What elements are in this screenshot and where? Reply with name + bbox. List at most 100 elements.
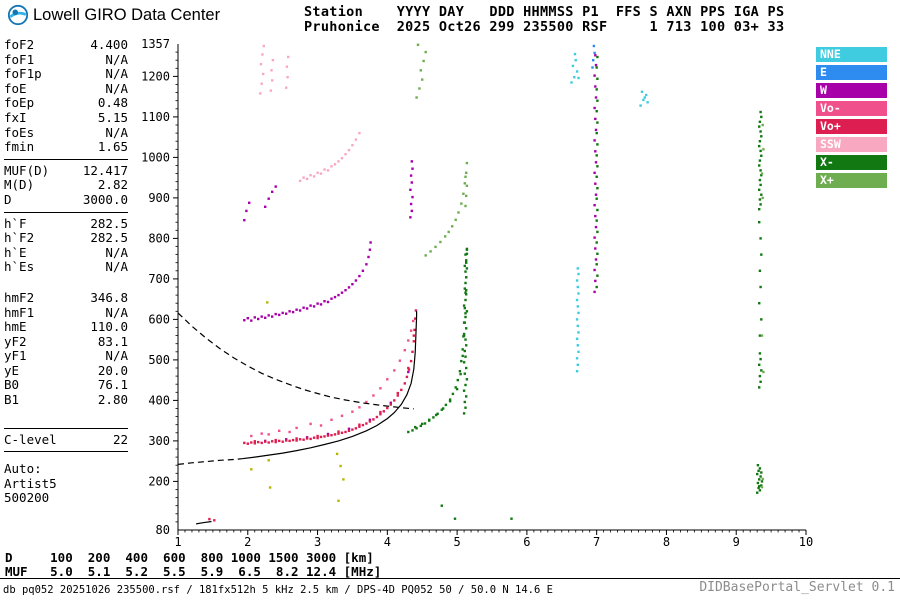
series-e	[591, 44, 596, 69]
dmuf-table: D 100 200 400 600 800 1000 1500 3000 [km…	[5, 551, 381, 578]
param-label: yF1	[4, 348, 27, 364]
param-label: h`F	[4, 215, 27, 231]
x-tick-label: 3	[314, 535, 321, 548]
param-row-md: M(D) 2.82	[4, 178, 128, 193]
y-tick-label: 1000	[141, 150, 170, 164]
ionogram-plot: 1 2 3 4 5 6 7 8 9 10 200 300 400 500 600 700 800 900 1000 1…	[141, 37, 813, 548]
param-row-fof2: foF2 4.400	[4, 37, 128, 53]
param-value: 4.400	[90, 37, 128, 52]
param-row-b1: B1 2.80	[4, 392, 128, 408]
d-row: D 100 200 400 600 800 1000 1500 3000 [km…	[5, 550, 374, 565]
param-label: foF1	[4, 51, 35, 67]
param-row-hf2: h`F2 282.5	[4, 231, 128, 246]
param-label: foEp	[4, 95, 35, 111]
series-x	[415, 43, 765, 489]
param-label: hmF2	[4, 289, 35, 305]
station-header: Station YYYY DAY DDD HHMMSS P1 FFS S AXN…	[304, 5, 784, 34]
param-separator	[4, 451, 128, 453]
param-value: 0.48	[97, 95, 128, 111]
param-row-fof1p: foF1p N/A	[4, 67, 128, 82]
param-separator	[4, 427, 128, 429]
y-tick-label: 500	[148, 353, 170, 367]
param-value: N/A	[105, 51, 128, 67]
legend-item-vo: Vo+	[816, 119, 887, 134]
param-label: D	[4, 191, 12, 207]
y-tick-label: 800	[148, 231, 170, 245]
muf-row: MUF 5.0 5.1 5.2 5.5 5.9 6.5 8.2 12.4 [MH…	[5, 563, 382, 579]
param-label: yF2	[4, 333, 27, 349]
param-label: h`Es	[4, 259, 35, 275]
auto-line: Artist5	[4, 475, 57, 491]
param-label: fxI	[4, 109, 27, 125]
param-label: hmF1	[4, 304, 35, 320]
x-tick-label: 8	[663, 535, 670, 548]
param-row-d: D 3000.0	[4, 191, 128, 208]
series-w	[243, 54, 598, 443]
series-vo	[250, 319, 415, 438]
legend-item-ssw: SSW	[816, 137, 887, 152]
y-tick-label: 300	[148, 434, 170, 448]
param-label: M(D)	[4, 177, 35, 193]
param-label: h`F2	[4, 230, 35, 246]
param-value: N/A	[105, 124, 128, 140]
param-separator	[4, 158, 128, 160]
legend-item-w: W	[816, 83, 887, 98]
auto-line: 500200	[4, 490, 50, 506]
param-row-he: h`E N/A	[4, 244, 128, 261]
muf-transmission-curve	[177, 458, 243, 465]
param-label: fmin	[4, 139, 35, 155]
watermark: DIDBasePortal_Servlet 0.1	[699, 580, 895, 595]
legend-item-x: X+	[816, 173, 887, 188]
param-row-mufd: MUF(D) 12.417	[4, 163, 128, 179]
brand-title: Lowell GIRO Data Center	[33, 6, 221, 24]
param-value: N/A	[105, 259, 128, 275]
param-value: 282.5	[90, 215, 128, 231]
param-row-ye: yE 20.0	[4, 362, 128, 379]
x-tick-label: 9	[733, 535, 740, 548]
y-tick-label: 600	[148, 312, 170, 326]
series-other	[250, 301, 345, 502]
station-header-line2: Pruhonice 2025 Oct26 299 235500 RSF 1 71…	[304, 18, 785, 35]
x-tick-label: 10	[799, 535, 813, 548]
param-row-hmf1: hmF1 N/A	[4, 304, 128, 321]
param-value: N/A	[105, 348, 128, 364]
x-tick-label: 6	[523, 535, 530, 548]
param-label: foF2	[4, 37, 35, 52]
y-tick-label: 1200	[141, 69, 170, 83]
series-nne	[570, 52, 649, 373]
legend-item-e: E	[816, 65, 887, 80]
echo-legend: NNE E W Vo- Vo+ SSW X- X+	[816, 47, 887, 191]
param-row-yf2: yF2 83.1	[4, 333, 128, 350]
y-tick-label: 200	[148, 474, 170, 488]
param-row-yf1: yF1 N/A	[4, 349, 128, 364]
param-row-foep: foEp 0.48	[4, 96, 128, 111]
param-separator	[4, 211, 128, 213]
param-row-hf: h`F 282.5	[4, 215, 128, 232]
param-row-hmf2: hmF2 346.8	[4, 289, 128, 306]
x-tick-label: 1	[174, 535, 181, 548]
y-tick-label: 900	[148, 191, 170, 205]
series-vo	[208, 309, 418, 522]
series-x	[407, 55, 764, 520]
y-tick-label: 400	[148, 393, 170, 407]
param-label: hmE	[4, 319, 27, 335]
param-label: foE	[4, 80, 27, 96]
param-value: 1.65	[97, 139, 128, 155]
param-value: 2.82	[97, 177, 128, 193]
x-tick-label: 2	[244, 535, 251, 548]
x-tick-label: 5	[453, 535, 460, 548]
param-value: 3000.0	[82, 191, 128, 207]
status-line: db pq052 20251026 235500.rsf / 181fx512h…	[3, 584, 553, 596]
param-value: 346.8	[90, 289, 128, 305]
param-row-fxi: fxI 5.15	[4, 109, 128, 126]
param-value: 2.80	[97, 392, 128, 408]
param-gap	[4, 275, 128, 291]
param-label: foEs	[4, 124, 35, 140]
param-value: 20.0	[97, 362, 128, 378]
auto-block: Auto: Artist5 500200	[4, 462, 128, 506]
param-label: C-level	[4, 431, 57, 447]
param-value: N/A	[105, 244, 128, 260]
muf-transmission-curve	[177, 312, 414, 410]
footer-divider	[0, 578, 900, 579]
